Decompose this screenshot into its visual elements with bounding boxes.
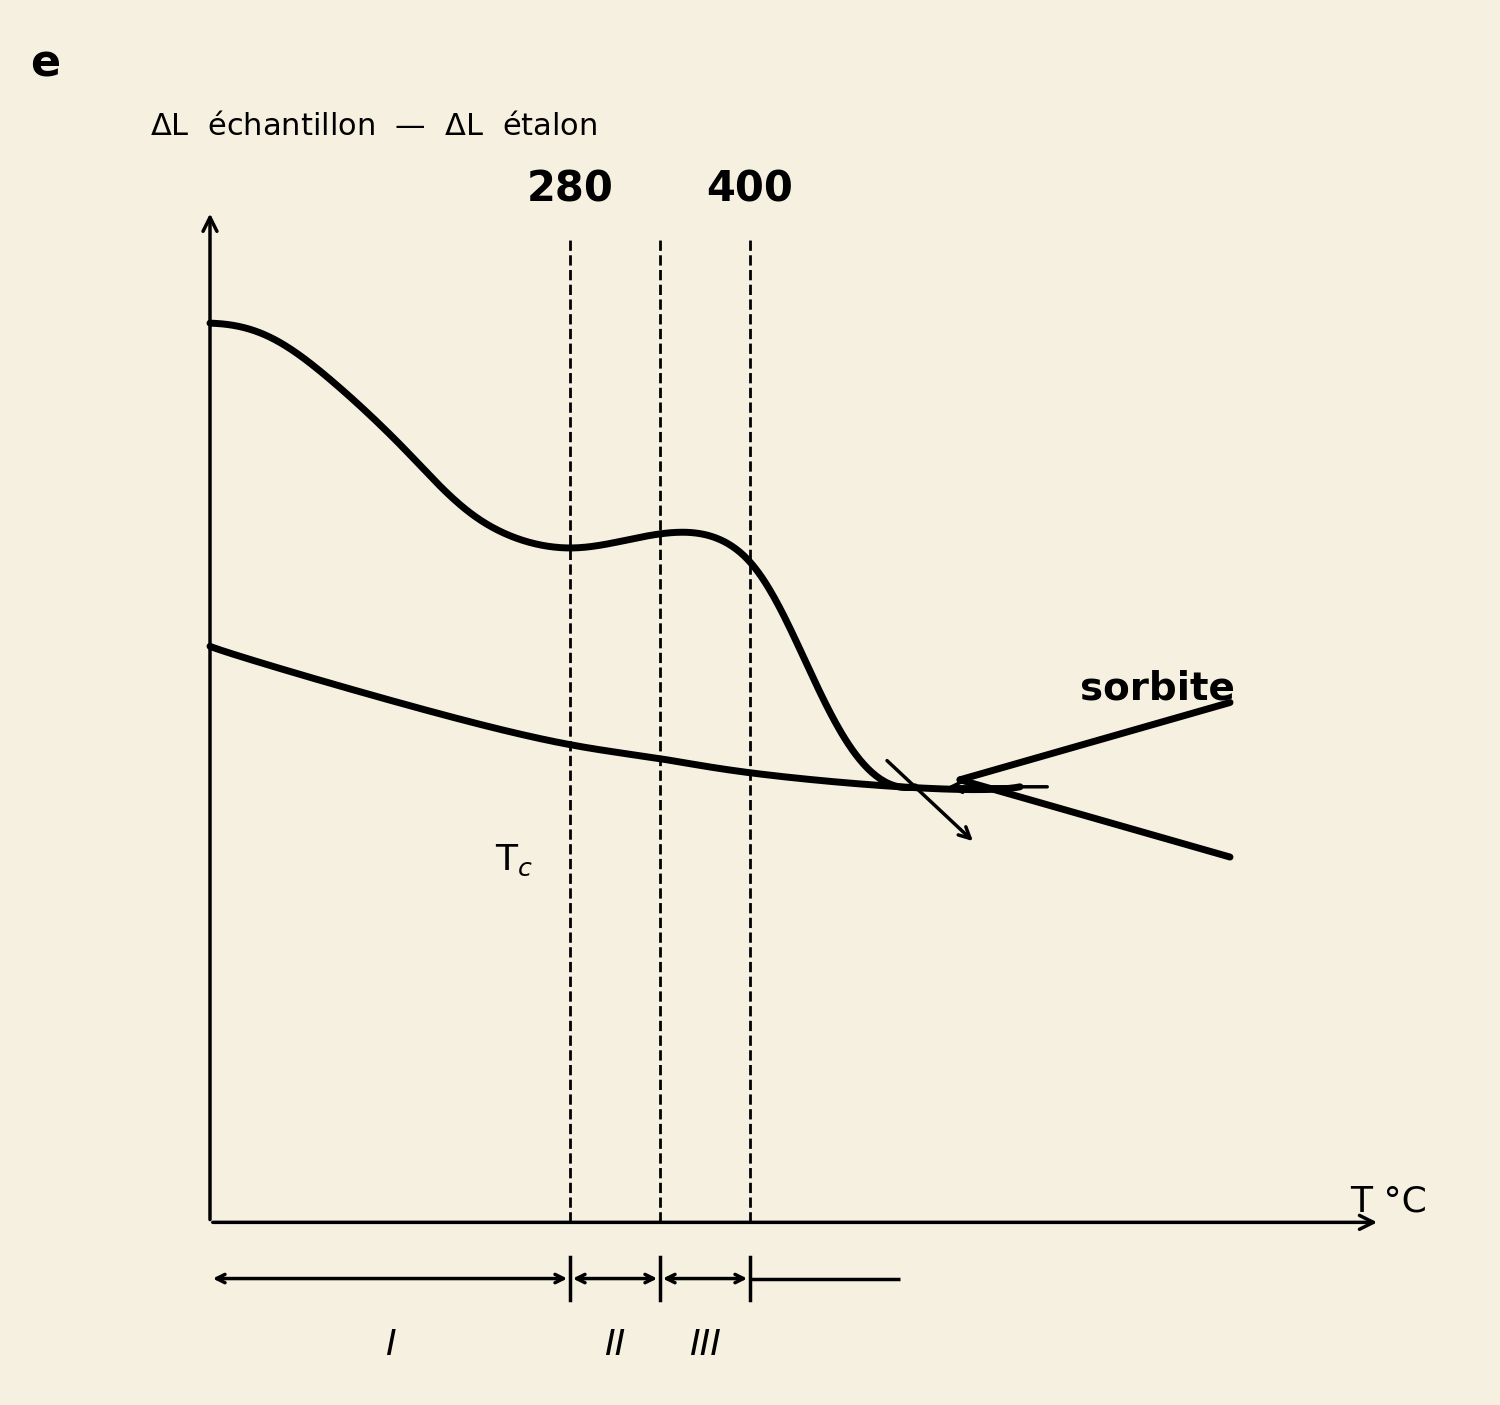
Text: 400: 400 <box>706 169 794 211</box>
Text: T °C: T °C <box>1350 1184 1426 1218</box>
Text: sorbite: sorbite <box>1080 669 1234 708</box>
Text: $\Delta$L  échantillon  —  $\Delta$L  étalon: $\Delta$L échantillon — $\Delta$L étalon <box>150 111 597 140</box>
Text: e: e <box>30 42 60 86</box>
Text: III: III <box>688 1328 722 1361</box>
Text: 280: 280 <box>526 169 614 211</box>
Text: II: II <box>604 1328 625 1361</box>
Text: I: I <box>384 1328 396 1361</box>
Text: T$_c$: T$_c$ <box>495 843 532 878</box>
